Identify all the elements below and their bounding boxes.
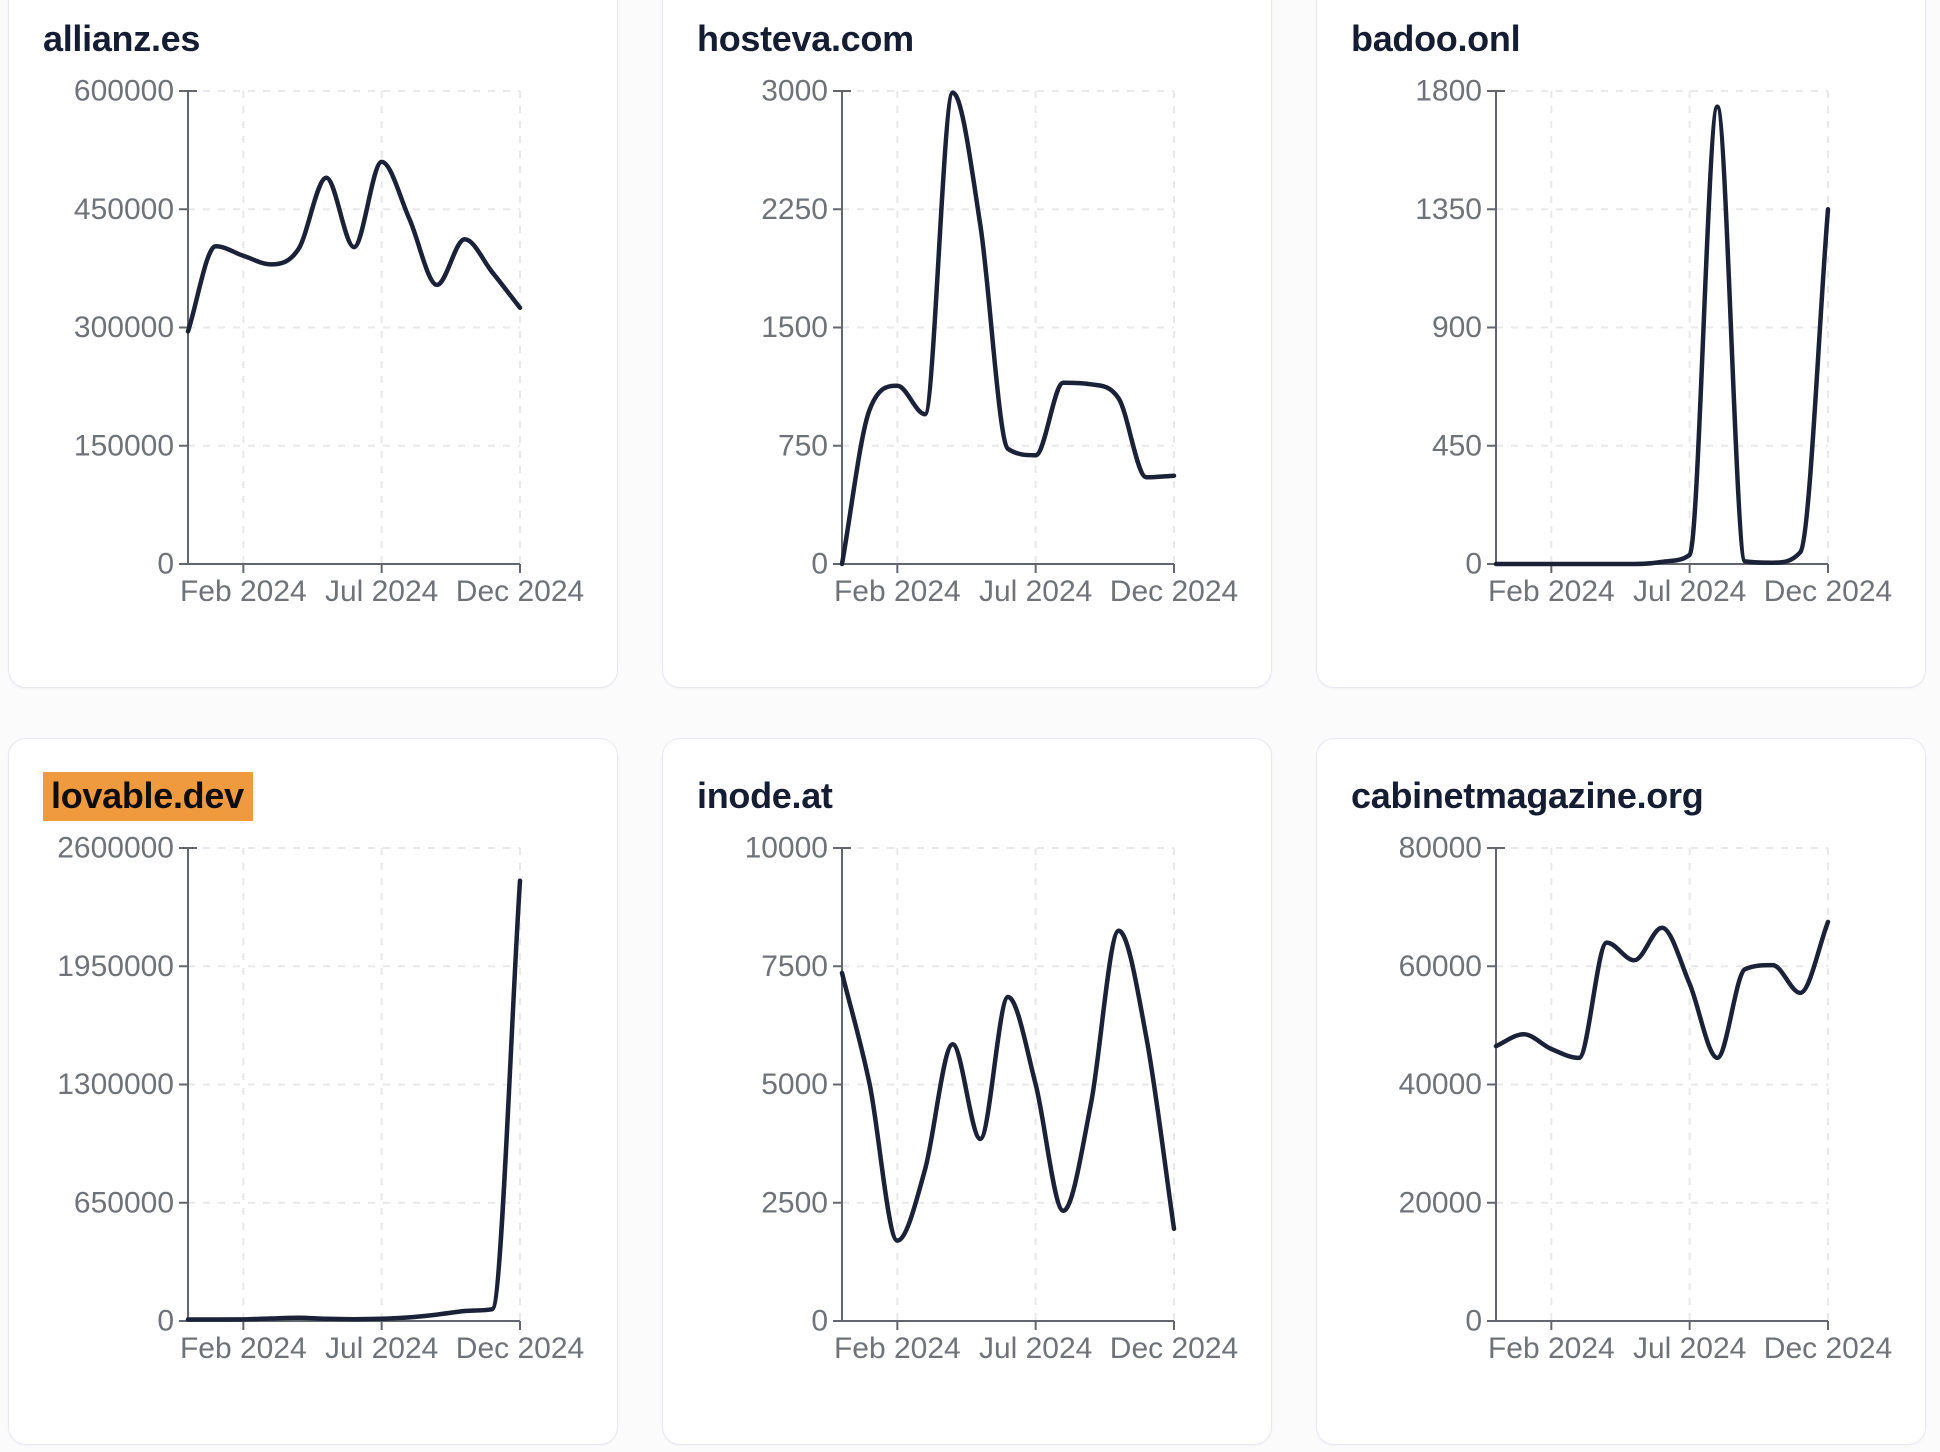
y-tick-label: 1950000 (57, 950, 174, 983)
chart-card-allianz-es[interactable]: allianz.es 0 150000 300000 450000 600000 Feb … (8, 0, 618, 688)
card-title-row: hosteva.com (697, 18, 1237, 71)
y-tick-label: 1300000 (57, 1068, 174, 1101)
x-tick-label: Jul 2024 (325, 575, 438, 608)
y-tick-label: 750 (778, 429, 828, 462)
line-chart-canvas: 0 450 900 1350 1800 Feb 2024 Jul 2024 Dec 2024 (1415, 75, 1892, 609)
card-title-row: cabinetmagazine.org (1351, 775, 1891, 828)
y-tick-label: 60000 (1399, 950, 1482, 983)
card-title-row: allianz.es (43, 18, 583, 71)
x-tick-label: Jul 2024 (325, 1332, 438, 1365)
y-tick-label: 20000 (1399, 1186, 1482, 1219)
chart-card-inode-at[interactable]: inode.at 0 2500 5000 7500 10000 Feb 2024 Jul 2… (662, 738, 1272, 1445)
chart-card-lovable-dev[interactable]: lovable.dev 0 650000 1300000 1950000 2600000… (8, 738, 618, 1445)
card-title: allianz.es (43, 18, 201, 59)
y-tick-label: 900 (1432, 311, 1482, 344)
y-tick-label: 0 (1465, 1305, 1482, 1338)
y-tick-label: 80000 (1399, 832, 1482, 865)
line-chart-canvas: 0 20000 40000 60000 80000 Feb 2024 Jul 2024 Dec… (1399, 832, 1893, 1366)
card-title-row: lovable.dev (43, 772, 583, 828)
y-tick-label: 650000 (74, 1186, 174, 1219)
x-tick-label: Dec 2024 (1110, 575, 1238, 608)
x-tick-label: Dec 2024 (456, 1332, 584, 1365)
series-line (839, 90, 1177, 567)
card-title-highlighted: lovable.dev (43, 772, 253, 821)
line-chart-canvas: 0 150000 300000 450000 600000 Feb 2024 Jul 202… (74, 75, 584, 609)
series-line (185, 159, 523, 334)
series-line (1493, 104, 1831, 567)
y-tick-label: 150000 (74, 429, 174, 462)
x-tick-label: Feb 2024 (1488, 575, 1615, 608)
card-title: cabinetmagazine.org (1351, 775, 1704, 816)
x-tick-label: Jul 2024 (1633, 1332, 1746, 1365)
line-chart-canvas: 0 750 1500 2250 3000 Feb 2024 Jul 2024 Dec 2024 (761, 75, 1238, 609)
x-tick-label: Jul 2024 (979, 575, 1092, 608)
line-chart-canvas: 0 650000 1300000 1950000 2600000 Feb 2024 Jul … (57, 832, 584, 1366)
y-tick-label: 1500 (761, 311, 828, 344)
card-title: inode.at (697, 775, 833, 816)
y-tick-label: 7500 (761, 950, 828, 983)
y-tick-label: 0 (157, 1305, 174, 1338)
series-line (839, 928, 1177, 1243)
card-title-row: inode.at (697, 775, 1237, 828)
y-tick-label: 2250 (761, 193, 828, 226)
y-tick-label: 2600000 (57, 832, 174, 865)
y-tick-label: 0 (811, 548, 828, 581)
y-tick-label: 1350 (1415, 193, 1482, 226)
y-tick-label: 0 (1465, 548, 1482, 581)
x-tick-label: Feb 2024 (180, 1332, 307, 1365)
card-title-row: badoo.onl (1351, 18, 1891, 71)
x-tick-label: Jul 2024 (1633, 575, 1746, 608)
y-tick-label: 0 (157, 548, 174, 581)
chart-card-hosteva-com[interactable]: hosteva.com 0 750 1500 2250 3000 Feb 2024 Jul … (662, 0, 1272, 688)
y-tick-label: 1800 (1415, 75, 1482, 108)
y-tick-label: 300000 (74, 311, 174, 344)
chart-card-cabinetmagazine-org[interactable]: cabinetmagazine.org 0 20000 40000 60000 8000… (1316, 738, 1926, 1445)
y-tick-label: 2500 (761, 1186, 828, 1219)
y-tick-label: 450 (1432, 429, 1482, 462)
series-line (1493, 919, 1831, 1061)
x-tick-label: Feb 2024 (834, 1332, 961, 1365)
y-tick-label: 450000 (74, 193, 174, 226)
y-tick-label: 600000 (74, 75, 174, 108)
x-tick-label: Dec 2024 (1764, 575, 1892, 608)
chart-card-badoo-onl[interactable]: badoo.onl 0 450 900 1350 1800 Feb 2024 Jul 202… (1316, 0, 1926, 688)
x-tick-label: Jul 2024 (979, 1332, 1092, 1365)
card-title: badoo.onl (1351, 18, 1521, 59)
x-tick-label: Dec 2024 (1764, 1332, 1892, 1365)
series-line (185, 878, 523, 1322)
line-chart-canvas: 0 2500 5000 7500 10000 Feb 2024 Jul 2024 Dec 20… (745, 832, 1239, 1366)
y-tick-label: 0 (811, 1305, 828, 1338)
card-title: hosteva.com (697, 18, 914, 59)
x-tick-label: Feb 2024 (180, 575, 307, 608)
x-tick-label: Feb 2024 (834, 575, 961, 608)
x-tick-label: Dec 2024 (456, 575, 584, 608)
x-tick-label: Feb 2024 (1488, 1332, 1615, 1365)
y-tick-label: 5000 (761, 1068, 828, 1101)
x-tick-label: Dec 2024 (1110, 1332, 1238, 1365)
y-tick-label: 3000 (761, 75, 828, 108)
y-tick-label: 10000 (745, 832, 828, 865)
y-tick-label: 40000 (1399, 1068, 1482, 1101)
